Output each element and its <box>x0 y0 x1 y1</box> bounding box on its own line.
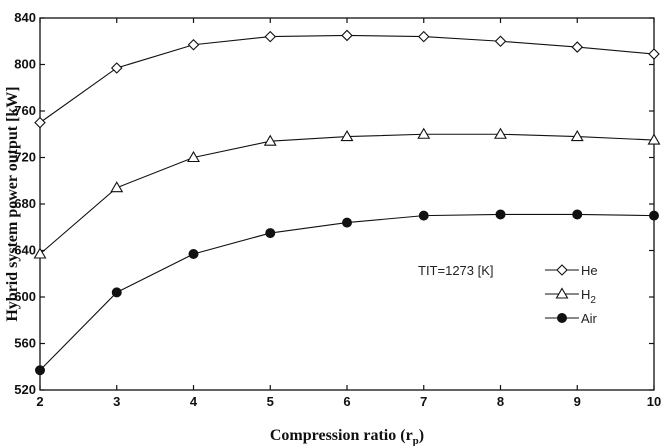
annotation-text: TIT=1273 [K] <box>418 263 494 278</box>
legend-marker-he <box>556 264 568 276</box>
legend-label-air: Air <box>581 311 598 326</box>
y-axis-title: Hybrid system power output [kW] <box>4 86 21 321</box>
data-point-air <box>649 210 659 221</box>
x-tick-label: 8 <box>497 394 504 409</box>
data-point-he <box>187 38 200 51</box>
legend-label-h: H2 <box>581 287 596 306</box>
series-layer <box>33 29 661 376</box>
y-tick-label: 520 <box>14 382 36 397</box>
data-point-air <box>572 209 583 220</box>
data-point-he <box>341 29 353 42</box>
data-point-h <box>263 134 277 146</box>
legend-label-he: He <box>581 263 598 278</box>
y-tick-label: 680 <box>14 196 36 211</box>
axis-ticks: 2 3 4 5 6 7 8 9 10 520 560 600 640 680 720 760 800 840 <box>14 10 661 409</box>
x-tick-label: 10 <box>647 394 661 409</box>
data-point-h <box>340 129 354 142</box>
y-tick-label: 640 <box>14 243 36 258</box>
data-point-air <box>188 248 199 259</box>
plot-frame <box>39 17 655 391</box>
data-point-he <box>264 30 277 43</box>
legend-marker-h <box>555 287 569 299</box>
y-tick-label: 720 <box>14 150 36 165</box>
x-tick-label: 3 <box>113 394 120 409</box>
data-point-h <box>110 181 124 193</box>
series-h <box>33 127 661 259</box>
x-tick-label: 7 <box>420 394 427 409</box>
y-tick-label: 760 <box>14 103 36 118</box>
data-point-air <box>495 209 506 220</box>
y-tick-label: 560 <box>14 336 36 351</box>
legend-item-he: He <box>545 263 598 278</box>
x-axis-title: Compression ratio (rp) <box>270 427 424 446</box>
legend-item-h: H2 <box>545 287 596 306</box>
series-line-he <box>39 34 655 124</box>
series-air <box>35 209 659 376</box>
data-point-h <box>570 129 584 142</box>
legend: He H2 Air <box>545 263 598 326</box>
x-tick-label: 2 <box>36 394 43 409</box>
data-point-he <box>417 30 430 43</box>
legend-item-air: Air <box>545 311 598 326</box>
data-point-he <box>571 41 584 53</box>
x-tick-label: 5 <box>267 394 274 409</box>
data-point-air <box>265 228 276 239</box>
legend-marker-air <box>557 313 567 323</box>
data-point-he <box>494 35 507 48</box>
series-line-h <box>39 133 655 255</box>
y-tick-label: 840 <box>14 10 36 25</box>
data-point-h <box>494 127 507 139</box>
x-tick-label: 9 <box>574 394 581 409</box>
data-point-air <box>342 217 352 228</box>
data-point-air <box>35 365 45 376</box>
data-point-h <box>187 150 200 163</box>
data-point-h <box>647 133 661 145</box>
x-tick-label: 6 <box>343 394 350 409</box>
data-point-he <box>648 48 660 60</box>
y-tick-label: 600 <box>14 289 36 304</box>
x-tick-label: 4 <box>190 394 198 409</box>
data-point-h <box>33 247 47 259</box>
data-point-he <box>34 116 46 129</box>
y-tick-label: 800 <box>14 57 36 72</box>
series-he <box>34 29 660 129</box>
data-point-air <box>418 210 429 221</box>
data-point-air <box>111 287 122 298</box>
data-point-he <box>110 62 123 74</box>
data-point-h <box>417 127 431 139</box>
